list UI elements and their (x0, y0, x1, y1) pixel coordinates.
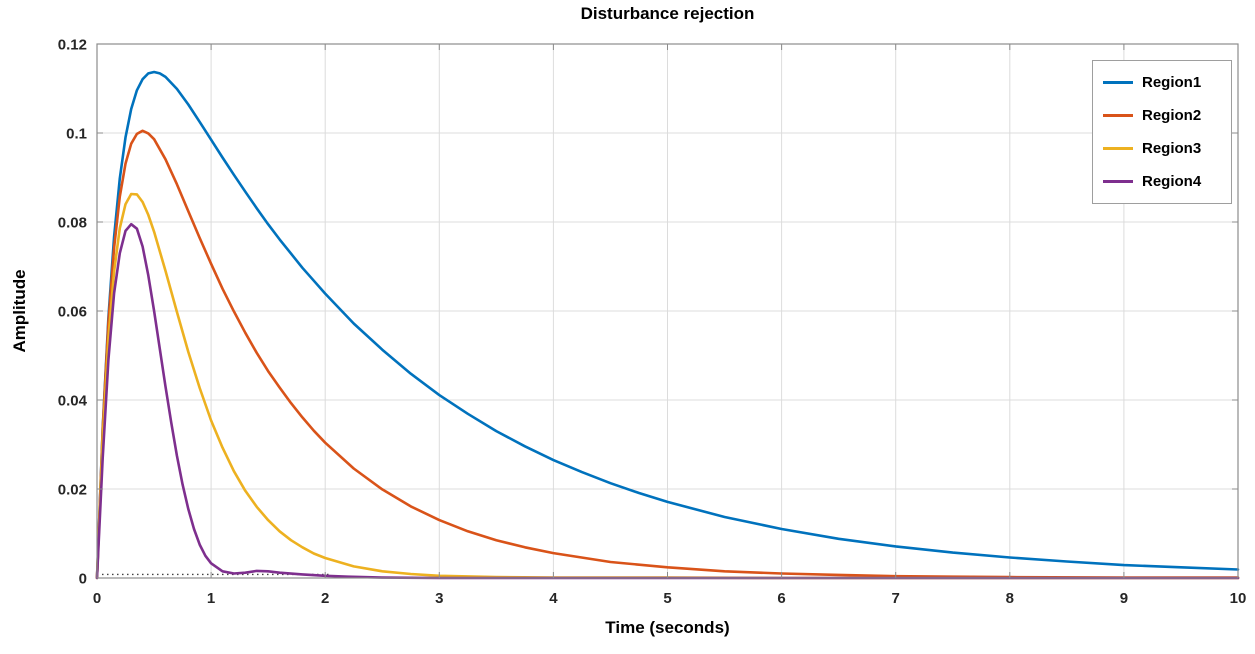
x-tick-label: 6 (777, 590, 785, 607)
legend-label: Region2 (1142, 107, 1202, 124)
y-tick-label: 0.08 (58, 214, 87, 231)
y-tick-label: 0.02 (58, 481, 87, 498)
y-tick-label: 0.1 (66, 125, 87, 142)
x-tick-label: 1 (207, 590, 215, 607)
series-line-region1 (95, 70, 1240, 580)
y-tick-label: 0.04 (58, 392, 88, 409)
legend-line-sample (1103, 81, 1133, 84)
legend-line-sample (1103, 114, 1133, 117)
legend-line-sample (1103, 147, 1133, 150)
series-line-region2 (95, 129, 1240, 580)
legend-label: Region4 (1142, 173, 1202, 190)
x-tick-label: 7 (892, 590, 900, 607)
legend-label: Region3 (1142, 140, 1202, 157)
y-tick-label: 0.06 (58, 303, 87, 320)
y-axis-label: Amplitude (10, 269, 29, 353)
x-axis-label: Time (seconds) (605, 618, 730, 637)
legend-label: Region1 (1142, 74, 1202, 91)
x-tick-label: 8 (1006, 590, 1014, 607)
chart-title: Disturbance rejection (580, 4, 755, 23)
legend-item: Region3 (1093, 132, 1231, 165)
x-tick-label: 3 (435, 590, 443, 607)
legend-item: Region2 (1093, 99, 1231, 132)
x-tick-label: 4 (549, 590, 558, 607)
x-tick-label: 5 (663, 590, 671, 607)
legend-item: Region4 (1093, 165, 1231, 198)
x-tick-label: 2 (321, 590, 329, 607)
x-tick-label: 10 (1230, 590, 1247, 607)
legend-line-sample (1103, 180, 1133, 183)
y-tick-label: 0.12 (58, 36, 87, 53)
x-tick-label: 9 (1120, 590, 1128, 607)
x-tick-label: 0 (93, 590, 101, 607)
legend-item: Region1 (1093, 66, 1231, 99)
y-tick-label: 0 (79, 570, 87, 587)
legend: Region1 Region2 Region3 Region4 (1092, 60, 1232, 204)
